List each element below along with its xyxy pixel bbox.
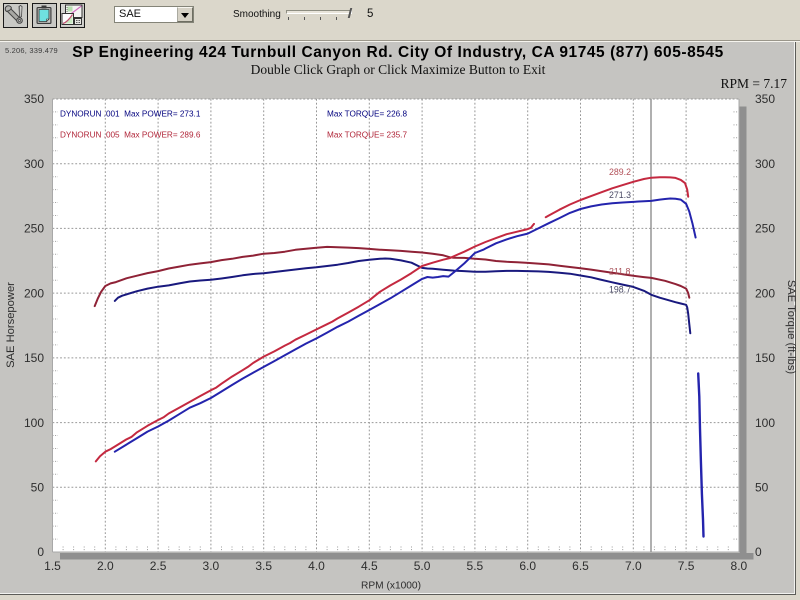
svg-text:SAE Torque (ft-lbs): SAE Torque (ft-lbs)	[785, 280, 797, 375]
svg-text:100: 100	[755, 416, 775, 430]
svg-text:289.2: 289.2	[609, 167, 631, 177]
svg-text:5.5: 5.5	[467, 559, 484, 573]
svg-text:3.0: 3.0	[203, 559, 220, 573]
svg-text:200: 200	[755, 286, 775, 300]
svg-text:Max TORQUE= 235.7: Max TORQUE= 235.7	[327, 131, 407, 140]
svg-text:8.0: 8.0	[731, 559, 748, 573]
svg-text:300: 300	[755, 157, 775, 171]
svg-text:Max TORQUE= 226.8: Max TORQUE= 226.8	[327, 110, 407, 119]
svg-text:RPM (x1000): RPM (x1000)	[361, 581, 421, 592]
svg-text:150: 150	[24, 351, 44, 365]
svg-text:7.5: 7.5	[678, 559, 695, 573]
svg-text:300: 300	[24, 157, 44, 171]
svg-text:50: 50	[31, 481, 45, 495]
svg-text:7.0: 7.0	[625, 559, 642, 573]
svg-text:2.5: 2.5	[150, 559, 167, 573]
svg-text:350: 350	[755, 92, 775, 106]
svg-text:5.0: 5.0	[414, 559, 431, 573]
svg-text:DYNORUN .001 Max POWER= 273.1: DYNORUN .001 Max POWER= 273.1	[60, 110, 201, 119]
svg-text:271.3: 271.3	[609, 190, 631, 200]
svg-text:6.0: 6.0	[519, 559, 536, 573]
svg-text:SAE Horsepower: SAE Horsepower	[5, 282, 17, 368]
svg-text:1.5: 1.5	[44, 559, 61, 573]
svg-text:250: 250	[24, 222, 44, 236]
svg-text:2.0: 2.0	[97, 559, 114, 573]
svg-text:4.5: 4.5	[361, 559, 378, 573]
svg-text:0: 0	[755, 545, 762, 559]
svg-text:50: 50	[755, 481, 769, 495]
svg-text:350: 350	[24, 92, 44, 106]
svg-text:3.5: 3.5	[255, 559, 272, 573]
svg-text:250: 250	[755, 222, 775, 236]
svg-text:DYNORUN .005 Max POWER= 289.6: DYNORUN .005 Max POWER= 289.6	[60, 131, 201, 140]
svg-text:100: 100	[24, 416, 44, 430]
svg-text:6.5: 6.5	[572, 559, 589, 573]
svg-text:211.8: 211.8	[609, 267, 630, 277]
svg-text:200: 200	[24, 286, 44, 300]
svg-text:0: 0	[37, 545, 44, 559]
svg-text:4.0: 4.0	[308, 559, 325, 573]
svg-text:198.7: 198.7	[609, 285, 631, 295]
svg-text:150: 150	[755, 351, 775, 365]
